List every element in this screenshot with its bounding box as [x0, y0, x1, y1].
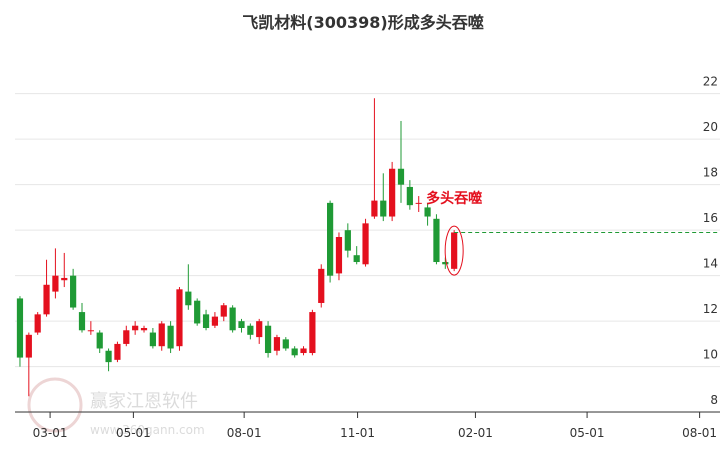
candle-body [380, 200, 387, 217]
x-tick-label: 05-01 [116, 426, 151, 440]
candle-body [16, 298, 24, 358]
candle-body [140, 328, 148, 331]
candle-body [158, 323, 165, 347]
candle-body [264, 325, 272, 354]
candle-body [415, 202, 422, 204]
candle-body [371, 200, 378, 217]
candle-body [96, 332, 103, 349]
candle-body [362, 223, 369, 265]
watermark-url: www.360gann.com [90, 423, 205, 437]
candle-body [34, 314, 41, 333]
watermark-logo [27, 377, 83, 433]
candle-body [424, 207, 431, 217]
y-tick-label: 14 [703, 257, 718, 271]
candle-body [114, 343, 121, 360]
candle-body [451, 232, 458, 269]
candle-body [300, 348, 307, 354]
candle-body [70, 275, 77, 308]
candle-body [194, 300, 201, 324]
y-tick-label: 10 [703, 348, 718, 362]
candle-body [52, 275, 59, 292]
x-tick-label: 08-01 [227, 426, 262, 440]
candle-body [247, 325, 254, 335]
candle-body [123, 330, 130, 344]
candle-body [433, 218, 440, 263]
candle-body [220, 305, 227, 317]
candle-body [344, 230, 351, 251]
y-tick-label: 8 [710, 393, 718, 407]
annotation: 多头吞噬 [426, 190, 482, 207]
candle-body [353, 255, 360, 263]
candle-body [282, 339, 289, 349]
candle-body [327, 202, 334, 276]
candle-body [256, 321, 263, 338]
watermark: 赢家江恩软件 www.360gann.com [27, 377, 205, 437]
y-tick-label: 12 [703, 302, 718, 316]
candle-body [132, 325, 139, 331]
candle-body [105, 350, 112, 363]
candle-body [309, 312, 316, 354]
candle-body [176, 289, 183, 347]
candle-body [185, 291, 192, 306]
candle-body [78, 312, 86, 331]
candle-body [25, 334, 32, 358]
candle-body [167, 325, 174, 349]
x-tick-label: 02-01 [458, 426, 493, 440]
y-tick-label: 18 [703, 166, 718, 180]
candle-body [291, 348, 298, 356]
chart-title: 飞凯材料(300398)形成多头吞噬 [242, 13, 483, 32]
candle-body [229, 307, 236, 331]
candle-body [149, 332, 156, 347]
candle-body [87, 330, 94, 332]
candle-body [318, 268, 325, 303]
candle-body [202, 314, 210, 328]
candle-body [273, 337, 281, 351]
y-tick-label: 20 [703, 120, 718, 134]
watermark-text: 赢家江恩软件 [90, 390, 198, 412]
candle-body [43, 284, 50, 315]
candle-body [211, 316, 219, 326]
candle-body [442, 262, 449, 265]
highlight-ellipse [444, 225, 464, 276]
y-tick-label: 22 [703, 75, 718, 89]
candle-body [406, 186, 413, 206]
x-tick-label: 03-01 [33, 426, 68, 440]
candle-body [61, 277, 68, 281]
x-tick-label: 05-01 [570, 426, 605, 440]
candle-body [335, 237, 343, 274]
candle-body [397, 168, 405, 185]
x-tick-label: 08-01 [682, 426, 717, 440]
candle-body [389, 168, 396, 217]
y-tick-label: 16 [703, 211, 718, 225]
candle-body [238, 321, 245, 328]
x-tick-label: 11-01 [340, 426, 375, 440]
